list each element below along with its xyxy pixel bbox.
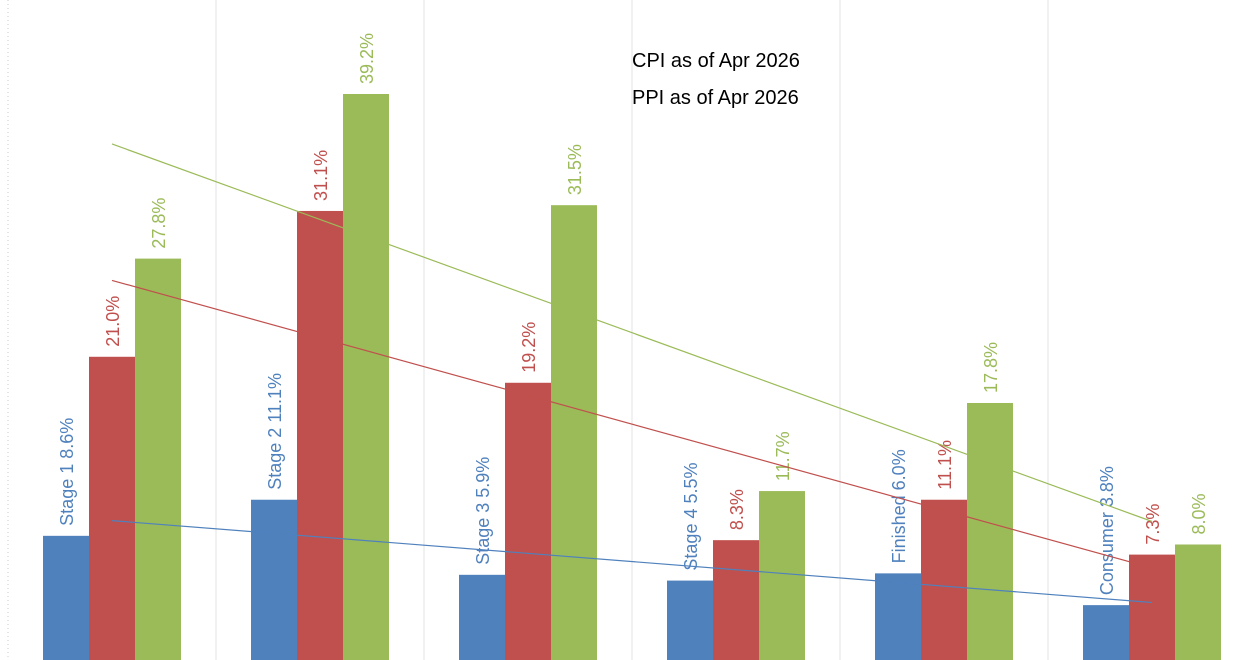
data-label: 8.3% (727, 489, 747, 530)
bar (43, 535, 89, 660)
data-label: 31.5% (565, 144, 585, 195)
data-label: 21.0% (103, 296, 123, 347)
data-label: Stage 3 5.9% (473, 457, 493, 565)
data-label: Consumer 3.8% (1097, 466, 1117, 595)
bar (967, 402, 1013, 660)
annotation: PPI as of Apr 2026 (632, 87, 799, 109)
data-label: 8.0% (1189, 493, 1209, 534)
data-label: 11.7% (773, 431, 793, 481)
data-label: Stage 1 8.6% (57, 418, 77, 526)
data-label: 31.1% (311, 150, 331, 201)
bar (135, 258, 181, 660)
bar (251, 499, 297, 660)
bar (551, 205, 597, 660)
bar (667, 580, 713, 660)
bar (89, 356, 135, 660)
data-label: 39.2% (357, 33, 377, 84)
data-label: Finished 6.0% (889, 449, 909, 563)
bar (1083, 605, 1129, 660)
bar (759, 491, 805, 660)
bar (459, 574, 505, 660)
bar (343, 94, 389, 660)
annotation: CPI as of Apr 2026 (632, 50, 800, 72)
trend-line (111, 143, 1153, 523)
bar (921, 499, 967, 660)
data-label: 7.3% (1143, 504, 1163, 545)
bar (713, 540, 759, 660)
data-label: Stage 4 5.5% (681, 462, 701, 570)
bar (1129, 554, 1175, 660)
trend-line (111, 520, 1153, 604)
bar (297, 210, 343, 660)
bar (875, 573, 921, 660)
data-label: 27.8% (149, 198, 169, 249)
data-label: Stage 2 11.1% (265, 373, 285, 490)
bar (1175, 544, 1221, 660)
data-label: 19.2% (519, 322, 539, 373)
data-label: 17.8% (981, 342, 1001, 393)
bar (505, 382, 551, 660)
data-label: 11.1% (935, 440, 955, 490)
trend-line (111, 279, 1153, 569)
